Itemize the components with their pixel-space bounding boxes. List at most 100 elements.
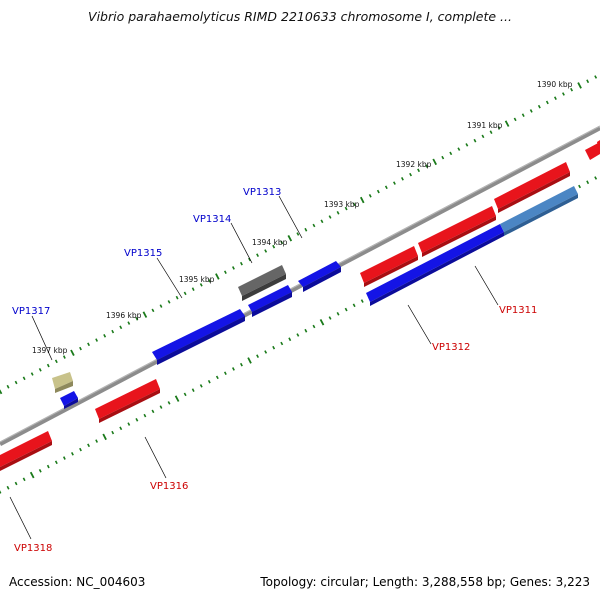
gene-label-vp1315[interactable]: VP1315 bbox=[124, 248, 162, 259]
chromosome-backbone bbox=[0, 126, 600, 446]
outer-scale-tick bbox=[304, 227, 308, 232]
inner-scale-tick bbox=[360, 299, 364, 303]
inner-scale-tick bbox=[70, 452, 74, 456]
inner-scale-tick bbox=[119, 426, 123, 431]
outer-scale-tick bbox=[142, 311, 148, 318]
outer-scale-tick bbox=[22, 376, 26, 381]
gene-label-vp1316[interactable]: VP1316 bbox=[150, 481, 188, 492]
outer-scale-tick bbox=[95, 338, 99, 342]
outer-scale-tick bbox=[586, 79, 590, 84]
gene-vp1317-shape[interactable] bbox=[52, 372, 78, 409]
outer-scale-tick bbox=[465, 143, 469, 147]
outer-scale-tick bbox=[368, 194, 372, 198]
gene-vp1311b-shape[interactable] bbox=[360, 246, 418, 287]
inner-scale-tick bbox=[304, 328, 308, 333]
inner-scale-tick bbox=[594, 176, 598, 180]
chromosome-backbone-highlight bbox=[0, 125, 600, 443]
inner-scale-tick bbox=[223, 371, 227, 375]
outer-scale-tick bbox=[504, 120, 510, 127]
gene-vp1314-shape[interactable] bbox=[238, 265, 286, 301]
inner-scale-tick bbox=[352, 303, 356, 308]
gene-vp1311-shape[interactable] bbox=[418, 162, 570, 257]
inner-scale-tick bbox=[231, 367, 235, 371]
gene-vp1310-shape[interactable] bbox=[585, 140, 600, 160]
inner-scale-tick bbox=[191, 388, 195, 392]
inner-scale-tick bbox=[578, 184, 582, 189]
inner-scale-tick bbox=[79, 447, 82, 452]
accession-text: Accession: NC_004603 bbox=[9, 575, 146, 589]
gene-label-vp1317[interactable]: VP1317 bbox=[12, 306, 50, 317]
outer-scale-tick bbox=[449, 151, 453, 156]
map-title: Vibrio parahaemolyticus RIMD 2210633 chr… bbox=[88, 9, 512, 24]
gene-label-vp1311[interactable]: VP1311 bbox=[499, 305, 537, 316]
outer-scale-tick bbox=[425, 164, 429, 168]
outer-scale-tick bbox=[561, 92, 565, 96]
inner-scale-tick bbox=[174, 395, 180, 402]
scale-label-1396: 1396 kbp bbox=[106, 311, 142, 320]
inner-scale-tick bbox=[127, 422, 131, 426]
outer-scale-tick bbox=[215, 273, 220, 280]
gene-vp1318-shape[interactable] bbox=[0, 431, 52, 471]
outer-scale-tick bbox=[473, 138, 477, 143]
inner-scale-tick bbox=[0, 490, 2, 494]
gene-label-vp1312[interactable]: VP1312 bbox=[432, 342, 470, 353]
inner-scale-tick bbox=[183, 392, 187, 397]
outer-scale-tick bbox=[207, 278, 211, 283]
gene-vp1315-shape[interactable] bbox=[152, 309, 245, 365]
outer-scale-tick bbox=[537, 104, 541, 109]
outer-scale-tick bbox=[111, 329, 115, 334]
gene-label-vp1313[interactable]: VP1313 bbox=[243, 187, 281, 198]
outer-scale-tick bbox=[344, 206, 348, 211]
inner-scale-tick bbox=[336, 312, 340, 316]
outer-scale-tick bbox=[151, 308, 155, 313]
inner-scale-tick bbox=[247, 357, 252, 364]
outer-scale-tick bbox=[239, 261, 243, 266]
outer-scale-tick bbox=[376, 189, 380, 194]
outer-scale-tick bbox=[199, 283, 203, 287]
outer-scale-tick bbox=[312, 223, 316, 228]
inner-scale-tick bbox=[288, 337, 292, 342]
outer-scale-tick bbox=[175, 295, 179, 300]
outer-scale-tick bbox=[400, 177, 404, 181]
gene-label-vp1318[interactable]: VP1318 bbox=[14, 543, 52, 554]
outer-scale-tick bbox=[384, 185, 388, 190]
inner-scale-tick bbox=[135, 418, 139, 422]
outer-scale-tick bbox=[272, 244, 276, 249]
outer-scale-tick bbox=[231, 266, 235, 270]
inner-scale-tick bbox=[264, 350, 268, 354]
inner-scale-tick bbox=[328, 316, 332, 320]
outer-scale-tick bbox=[553, 96, 557, 100]
inner-scale-tick bbox=[207, 379, 211, 384]
outer-scale-tick bbox=[296, 232, 300, 236]
gene-vp1313-shape[interactable] bbox=[298, 261, 341, 292]
outer-scale-tick bbox=[264, 249, 268, 253]
gene-vp1312-shape[interactable] bbox=[366, 186, 578, 306]
inner-scale-tick bbox=[54, 460, 58, 465]
inner-scale-tick bbox=[111, 430, 115, 435]
outer-scale-tick bbox=[119, 325, 123, 330]
outer-scale-tick bbox=[191, 287, 195, 291]
gene-vp1314b-shape[interactable] bbox=[248, 285, 292, 317]
inner-scale-tick bbox=[151, 409, 155, 414]
inner-scale-tick bbox=[296, 333, 300, 337]
outer-scale-tick bbox=[545, 100, 549, 105]
scale-label-1390: 1390 kbp bbox=[537, 80, 573, 89]
outer-scale-tick bbox=[0, 389, 3, 395]
outer-scale-tick bbox=[352, 202, 356, 207]
gene-vp1316-shape[interactable] bbox=[95, 379, 160, 423]
outer-scale-tick bbox=[529, 109, 533, 113]
outer-scale-tick bbox=[167, 300, 171, 304]
scale-label-1393: 1393 kbp bbox=[324, 200, 360, 209]
genome-summary-text: Topology: circular; Length: 3,288,558 bp… bbox=[260, 575, 590, 589]
outer-scale-tick bbox=[79, 346, 82, 351]
scale-label-1395: 1395 kbp bbox=[179, 275, 215, 284]
outer-scale-tick bbox=[30, 372, 34, 376]
inner-scale-tick bbox=[256, 354, 260, 358]
scale-label-1391: 1391 kbp bbox=[467, 121, 503, 130]
inner-scale-tick bbox=[272, 345, 276, 350]
outer-scale-tick bbox=[359, 196, 365, 204]
inner-scale-tick bbox=[95, 439, 99, 443]
outer-scale-tick bbox=[62, 355, 66, 359]
gene-label-vp1314[interactable]: VP1314 bbox=[193, 214, 231, 225]
